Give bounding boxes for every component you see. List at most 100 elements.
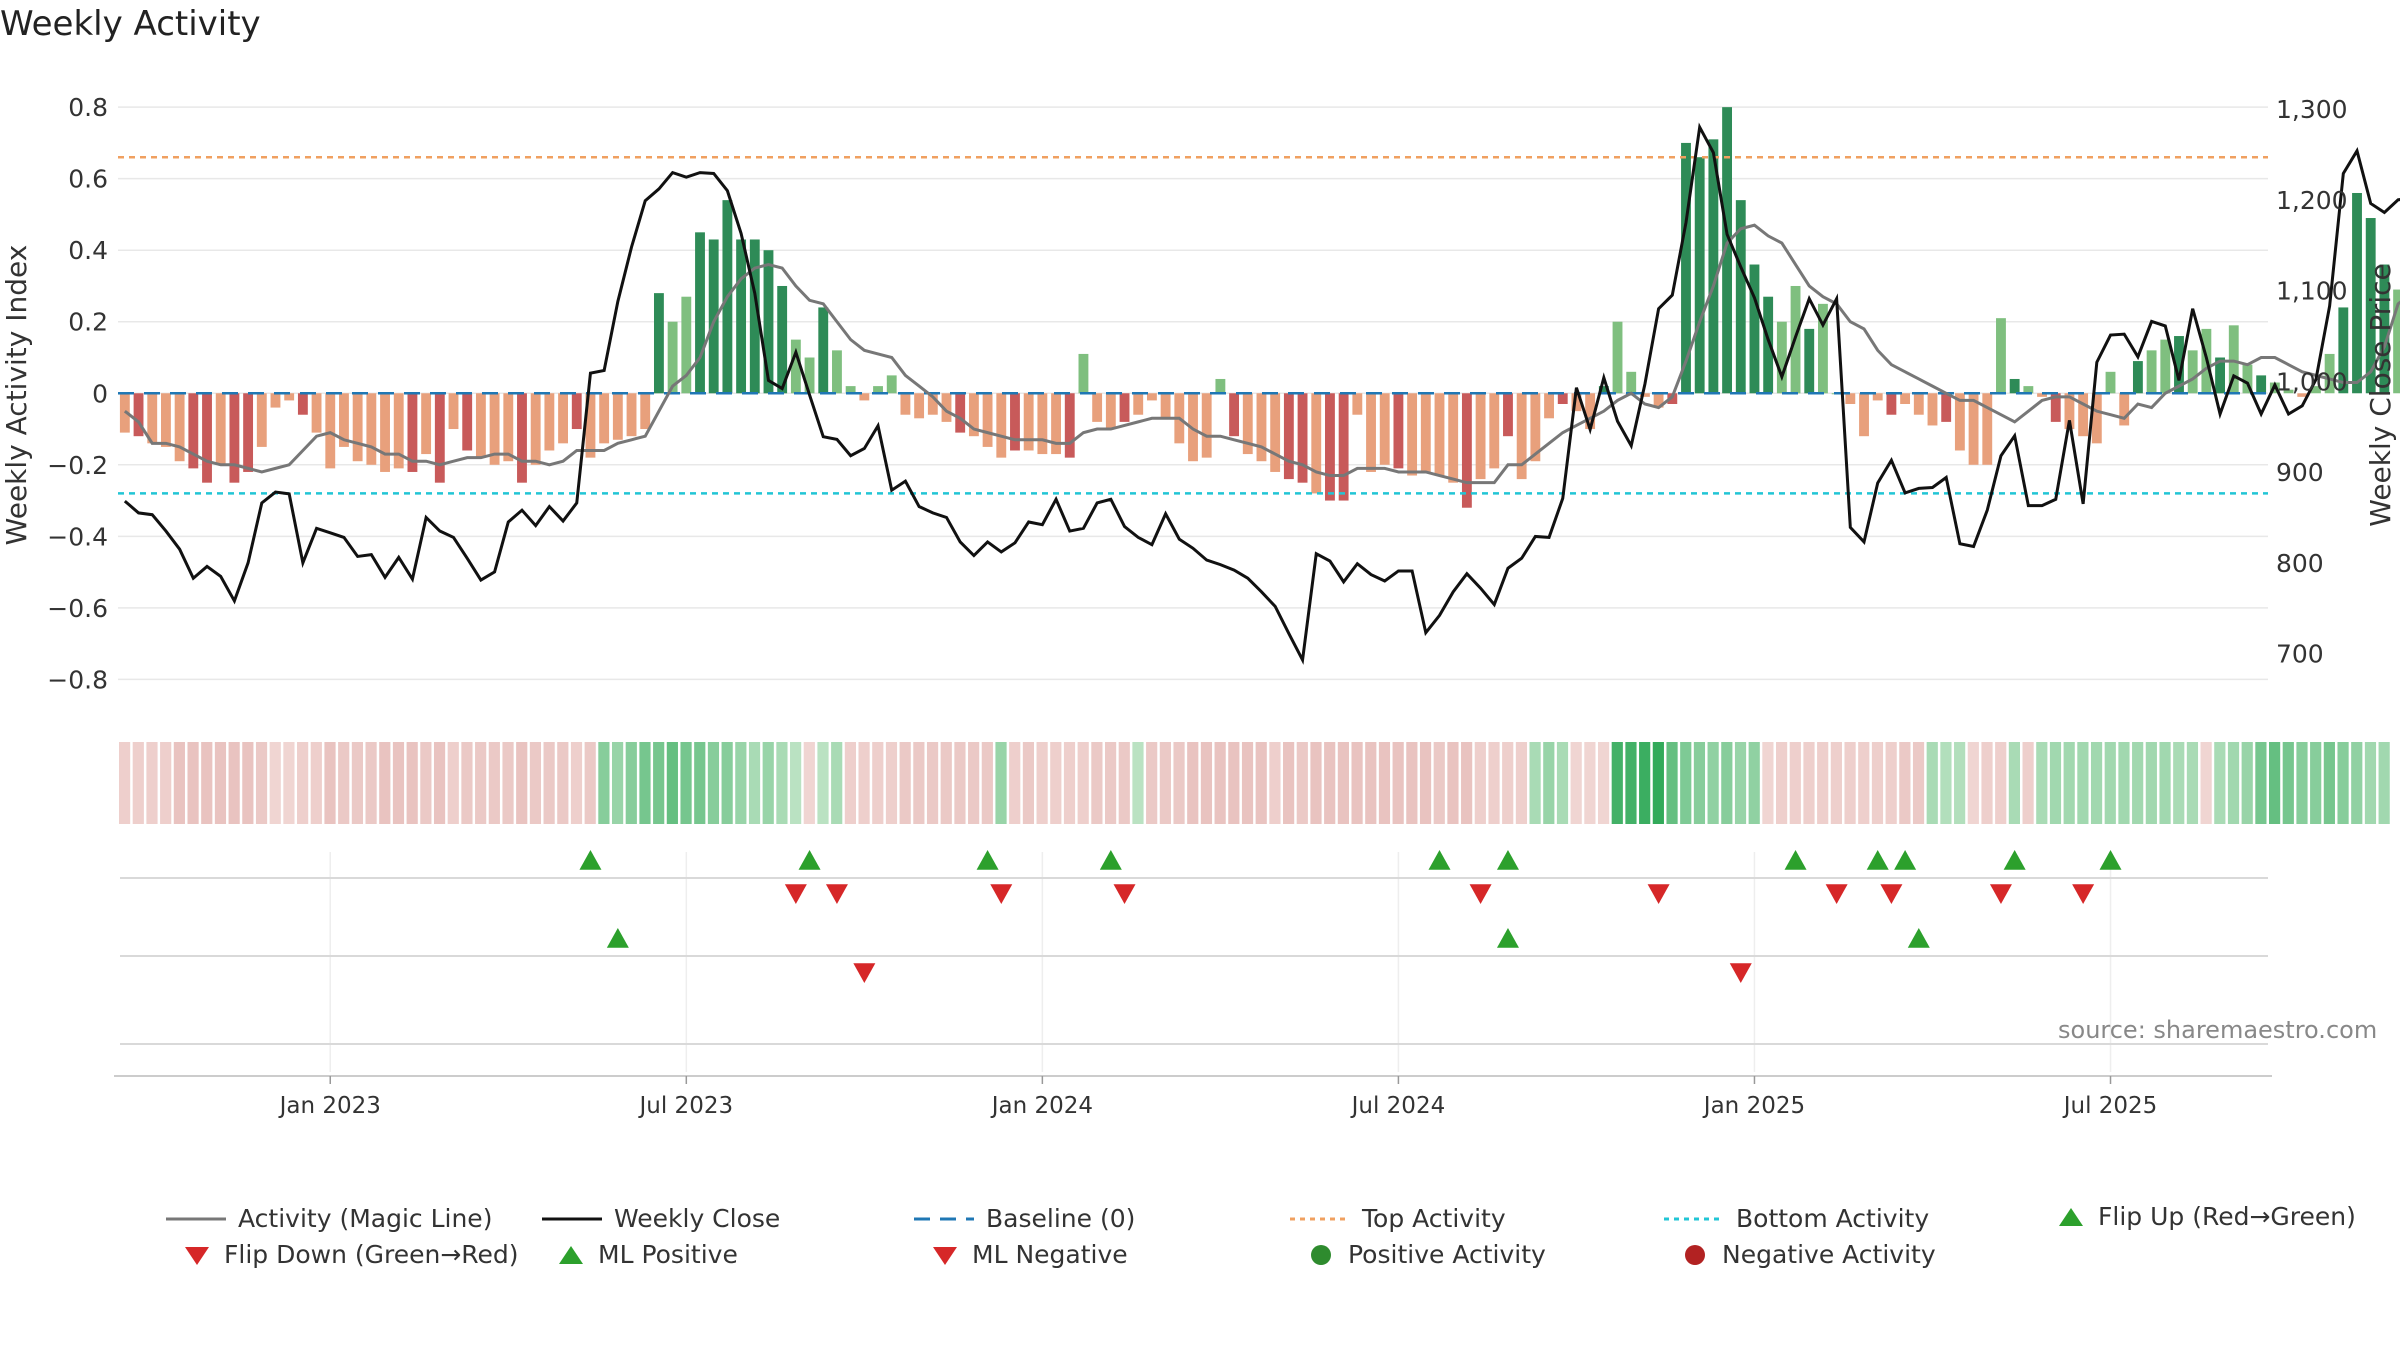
activity-bar — [1270, 393, 1281, 472]
activity-bar — [1639, 393, 1650, 397]
heat-cell — [2022, 742, 2034, 824]
activity-bar — [763, 250, 774, 394]
activity-bar — [1859, 393, 1869, 437]
heat-cell — [228, 742, 240, 824]
heat-cell — [858, 742, 870, 824]
left-tick-label: 0.6 — [68, 165, 108, 194]
heat-cell — [817, 742, 829, 824]
heat-cell — [940, 742, 952, 824]
heat-cell — [2132, 742, 2144, 824]
activity-bar — [2283, 389, 2294, 394]
activity-bar — [571, 393, 582, 430]
activity-bar — [1927, 393, 1938, 426]
legend-item-ml-negative: ML Negative — [930, 1240, 1128, 1269]
activity-bar — [612, 393, 623, 440]
heat-cell — [529, 742, 542, 824]
heat-cell — [1871, 742, 1884, 824]
heat-cell — [1050, 742, 1062, 824]
heat-cell — [1652, 742, 1664, 824]
activity-bar — [1954, 393, 1965, 451]
x-tick-label: Jul 2023 — [638, 1093, 734, 1119]
heat-cell — [1036, 742, 1048, 824]
heat-cell — [1310, 742, 1322, 824]
heat-cell — [365, 742, 377, 824]
legend-item-weekly-close: Weekly Close — [542, 1204, 780, 1233]
heat-cell — [1584, 742, 1596, 824]
left-tick-label: −0.4 — [47, 522, 108, 551]
heat-cell — [1639, 742, 1651, 824]
heat-cell — [913, 742, 925, 824]
heat-cell — [461, 742, 473, 824]
flip-down-marker — [784, 884, 807, 904]
heat-cell — [735, 742, 747, 824]
heat-cell — [721, 742, 733, 824]
heat-cell — [214, 742, 227, 824]
flip-down-marker — [1825, 884, 1848, 904]
heat-cell — [885, 742, 898, 824]
heat-cell — [639, 742, 651, 824]
activity-bar — [2009, 378, 2020, 394]
activity-bar — [434, 393, 445, 483]
activity-bar — [1804, 328, 1815, 394]
activity-bar — [845, 386, 856, 394]
heat-cell — [447, 742, 459, 824]
heat-cell — [338, 742, 350, 824]
heat-cell — [2008, 742, 2021, 824]
heat-cell — [1283, 742, 1295, 824]
activity-bars — [119, 107, 2400, 508]
heat-cell — [1543, 742, 1555, 824]
activity-bar — [202, 393, 212, 483]
heat-cell — [2200, 742, 2212, 824]
heat-cell — [2364, 742, 2377, 824]
activity-bar — [2119, 393, 2130, 426]
ml-negative-marker — [1729, 963, 1752, 983]
activity-bar — [1653, 393, 1664, 408]
flip-up-marker — [798, 850, 821, 870]
heat-cell — [1899, 742, 1911, 824]
heat-cell — [255, 742, 268, 824]
activity-bar — [517, 393, 527, 483]
activity-bar — [2050, 393, 2061, 422]
heat-cell — [1597, 742, 1610, 824]
activity-bar — [1325, 393, 1335, 501]
source-credit: source: sharemaestro.com — [2058, 1016, 2378, 1044]
activity-bar — [886, 375, 897, 394]
activity-bar — [325, 393, 336, 469]
activity-bar — [380, 393, 390, 472]
activity-bar — [599, 393, 610, 444]
heat-cell — [187, 742, 199, 824]
heat-cell — [653, 742, 665, 824]
activity-bar — [1010, 393, 1020, 451]
heat-cell — [1529, 742, 1541, 824]
activity-bar — [667, 321, 678, 394]
heat-cell — [570, 742, 583, 824]
activity-bar — [1626, 371, 1637, 394]
activity-bar — [393, 393, 404, 469]
heat-cell — [694, 742, 706, 824]
heat-cell — [1009, 742, 1021, 824]
heat-cell — [173, 742, 185, 824]
heat-cell — [762, 742, 774, 824]
left-axis: 0.8 0.6 0.4 0.2 0 −0.2 −0.4 −0.6 −0.8 — [47, 93, 108, 694]
activity-bar — [1229, 393, 1240, 437]
flip-up-marker — [1428, 850, 1451, 870]
heat-cell — [2173, 742, 2185, 824]
activity-bar — [1146, 393, 1157, 401]
heat-cell — [1912, 742, 1925, 824]
heat-cell — [1556, 742, 1569, 824]
activity-bar — [2023, 386, 2034, 394]
activity-bar — [1297, 393, 1308, 483]
legend-label: ML Positive — [598, 1240, 738, 1269]
activity-bar — [859, 393, 870, 401]
heat-cell — [1337, 742, 1349, 824]
activity-bar — [475, 393, 486, 458]
left-axis-label: Weekly Activity Index — [0, 245, 33, 546]
heat-cell — [954, 742, 966, 824]
activity-bar — [777, 285, 788, 394]
right-tick-label: 1,200 — [2276, 186, 2348, 215]
activity-bar — [1886, 393, 1897, 415]
legend-label: Negative Activity — [1722, 1240, 1936, 1269]
heat-cell — [1269, 742, 1281, 824]
activity-bar — [421, 393, 432, 455]
activity-bar — [1092, 393, 1103, 422]
